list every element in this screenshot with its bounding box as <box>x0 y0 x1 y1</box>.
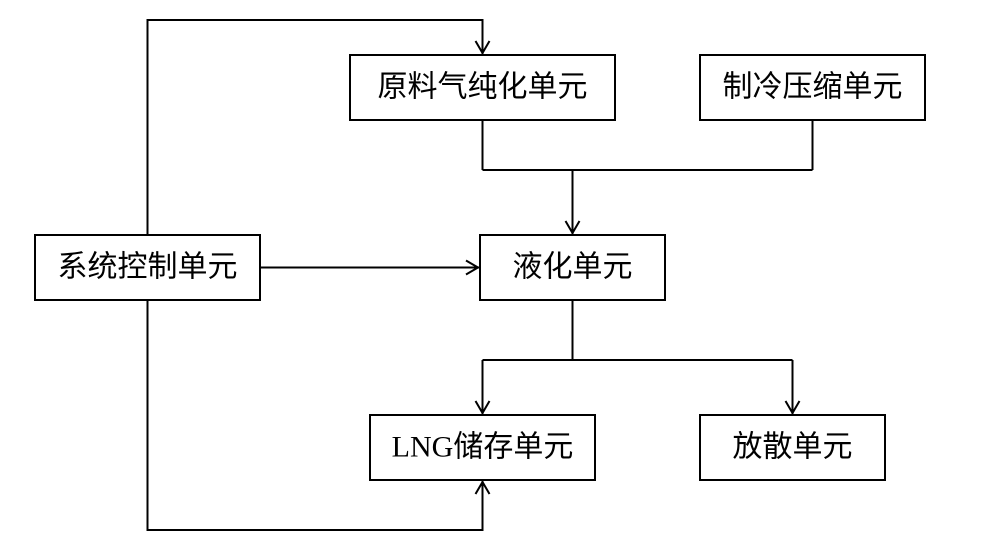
node-system_control-label: 系统控制单元 <box>58 250 238 283</box>
node-lng_storage-label: LNG储存单元 <box>392 430 574 463</box>
node-purification-label: 原料气纯化单元 <box>378 70 588 103</box>
node-compression-label: 制冷压缩单元 <box>723 70 903 103</box>
flowchart-canvas: 系统控制单元 原料气纯化单元 制冷压缩单元液化单元 LNG储存单元 放散单元 <box>0 0 1000 558</box>
node-liquefaction-label: 液化单元 <box>513 250 633 283</box>
node-dispersion-label: 放散单元 <box>733 430 853 463</box>
